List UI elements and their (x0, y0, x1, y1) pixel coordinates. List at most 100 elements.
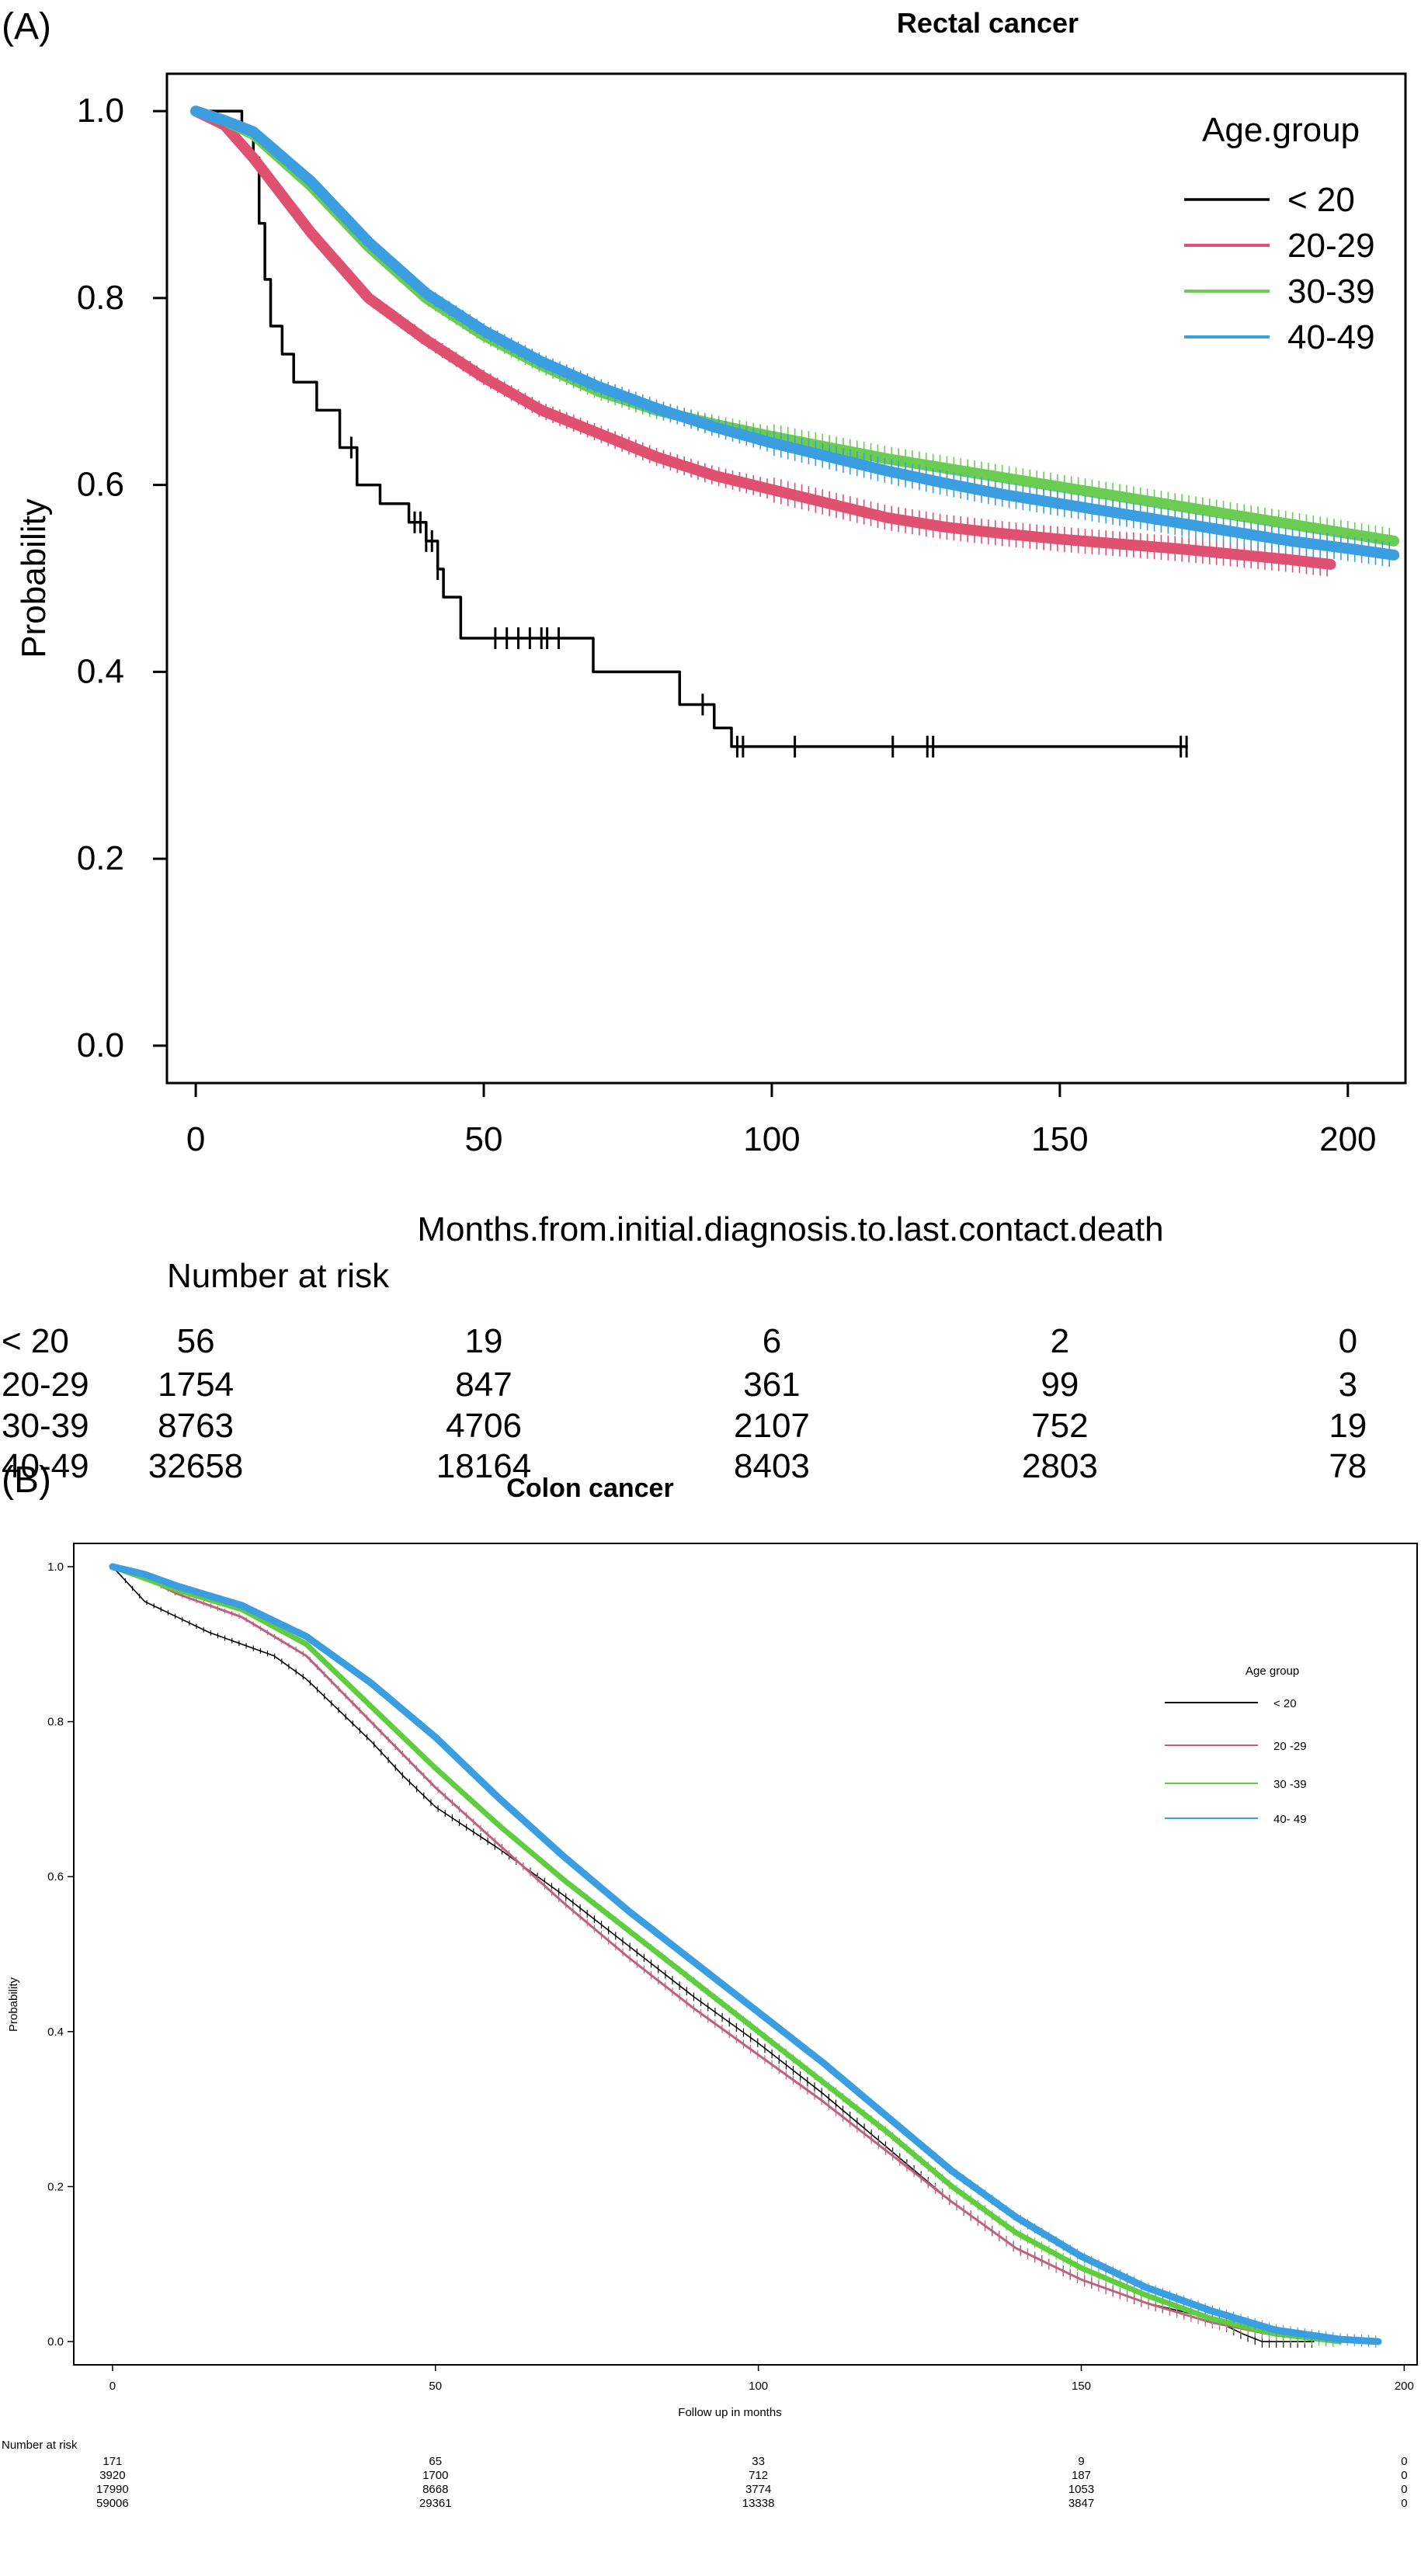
risk-count: 18164 (436, 1447, 531, 1485)
risk-count: 171 (102, 2455, 122, 2468)
risk-count: 0 (1401, 2483, 1407, 2496)
risk-count: 847 (455, 1366, 512, 1404)
risk-count: 0 (1401, 2455, 1407, 2468)
panel-a-curves (190, 106, 1400, 758)
legend-b-label-40-49: 40- 49 (1273, 1813, 1307, 1826)
risk-count: 1700 (422, 2469, 448, 2482)
risk-count: 1754 (158, 1366, 234, 1404)
risk-count: 59006 (96, 2497, 129, 2510)
risk-group-label: < 20 (2, 1322, 69, 1360)
risk-count: 8763 (158, 1407, 234, 1445)
risk-count: 361 (743, 1366, 800, 1404)
y-tick-label: 0.4 (77, 652, 124, 690)
risk-count: 8403 (734, 1447, 810, 1485)
censor-band-40-49 (124, 1567, 1377, 2348)
risk-count: 99 (1041, 1366, 1079, 1404)
risk-count: 2107 (734, 1407, 810, 1445)
risk-count: 6 (763, 1322, 781, 1360)
risk-count: 65 (429, 2455, 442, 2468)
risk-count: 2 (1051, 1322, 1069, 1360)
risk-count: 4706 (446, 1407, 522, 1445)
risk-count: 187 (1072, 2469, 1091, 2482)
panel-a-risk-title: Number at risk (167, 1257, 390, 1295)
x-tick-label: 200 (1395, 2380, 1414, 2393)
panel-b-risk-title: Number at risk (2, 2439, 78, 2452)
risk-count: 712 (749, 2469, 768, 2482)
risk-count: 17990 (96, 2483, 129, 2496)
legend-b-label-30-39: 30 -39 (1273, 1778, 1307, 1791)
risk-count: 33 (752, 2455, 765, 2468)
x-tick-label: 150 (1031, 1120, 1088, 1158)
x-tick-label: 100 (749, 2380, 768, 2393)
panel-b-legend: Age group < 20 20 -29 30 -39 40- 49 (1165, 1665, 1307, 1826)
risk-count: 32658 (148, 1447, 243, 1485)
km-curve-40-49 (109, 1563, 1382, 2345)
risk-count: 29361 (419, 2497, 452, 2510)
x-tick-label: 150 (1072, 2380, 1091, 2393)
y-tick-label: 0.2 (47, 2180, 64, 2193)
y-tick-label: 0.8 (47, 1716, 64, 1729)
y-tick-label: 0.2 (77, 839, 124, 877)
risk-count: 3920 (99, 2469, 125, 2482)
legend-label-40-49: 40-49 (1287, 318, 1375, 356)
panel-a-plot-frame (165, 72, 1407, 1085)
legend-label-lt20: < 20 (1287, 181, 1355, 219)
panel-a-legend-title: Age.group (1202, 111, 1360, 149)
risk-count: 3 (1339, 1366, 1357, 1404)
panel-b: (B) Colon cancer 0 50 100 150 200 0.0 0.2 0.4 0.… (2, 1460, 1418, 2510)
panel-b-title: Colon cancer (506, 1474, 673, 1503)
y-tick-label: 0.4 (47, 2026, 64, 2039)
x-tick-label: 0 (109, 2380, 116, 2393)
series-40-49 (190, 106, 1400, 568)
risk-count: 9 (1078, 2455, 1084, 2468)
panel-a-x-axis-label: Months.from.initial.diagnosis.to.last.co… (417, 1210, 1163, 1248)
y-tick-label: 0.6 (47, 1870, 64, 1883)
risk-count: 1053 (1068, 2483, 1094, 2496)
y-tick-label: 1.0 (77, 92, 124, 130)
panel-a-axis-ticks: 0 50 100 150 200 0.0 0.2 0.4 0.6 0.8 1.0 (77, 92, 1377, 1158)
panel-a: (A) Rectal cancer 0 50 100 150 2000.00.20.40… (2, 6, 1407, 1485)
risk-count: 0 (1339, 1322, 1357, 1360)
risk-count: 0 (1401, 2497, 1407, 2510)
risk-count: 78 (1329, 1447, 1367, 1485)
series-lt-20 (194, 109, 1188, 758)
legend-label-20-29: 20-29 (1287, 227, 1375, 265)
panel-a-y-axis-label: Probability (15, 498, 53, 658)
series-40-49 (109, 1563, 1382, 2348)
censor-band-40-49 (207, 109, 1391, 568)
legend-b-label-20-29: 20 -29 (1273, 1740, 1307, 1753)
panel-a-title: Rectal cancer (897, 7, 1079, 39)
panel-b-risk-table: Number at risk 171 65 33 9 0 3920 1700 712 187 0 1… (2, 2439, 1408, 2510)
risk-count: 0 (1401, 2469, 1407, 2482)
x-tick-label: 0 (186, 1120, 205, 1158)
y-tick-label: 0.6 (77, 466, 124, 504)
legend-label-30-39: 30-39 (1287, 273, 1375, 311)
panel-a-risk-table: Number at risk < 20 56 19 6 2 0 20-29 1754 847 36… (2, 1257, 1367, 1485)
risk-count: 19 (1329, 1407, 1367, 1445)
risk-count: 8668 (422, 2483, 448, 2496)
risk-count: 2803 (1022, 1447, 1098, 1485)
panel-b-letter: (B) (2, 1460, 51, 1501)
panel-b-curves (109, 1563, 1382, 2349)
km-curve-20-29 (190, 106, 1336, 570)
risk-count: 19 (465, 1322, 503, 1360)
km-curve-lt-20 (194, 109, 1188, 748)
y-tick-label: 0.8 (77, 279, 124, 317)
panel-b-axis-ticks: 0 50 100 150 200 0.0 0.2 0.4 0.6 0.8 1.0 (47, 1561, 1414, 2393)
risk-count: 56 (177, 1322, 215, 1360)
panel-b-plot-frame (73, 1543, 1418, 2366)
risk-count: 3774 (745, 2483, 771, 2496)
risk-group-label: 30-39 (2, 1407, 89, 1445)
risk-count: 13338 (742, 2497, 775, 2510)
x-tick-label: 50 (429, 2380, 442, 2393)
panel-b-legend-title: Age group (1246, 1665, 1299, 1678)
panel-a-letter: (A) (2, 6, 51, 47)
y-tick-label: 0.0 (47, 2335, 64, 2349)
x-tick-label: 200 (1319, 1120, 1376, 1158)
km-curve-40-49 (190, 106, 1400, 561)
x-tick-label: 50 (465, 1120, 503, 1158)
panel-b-x-axis-label: Follow up in months (678, 2406, 781, 2419)
panel-b-y-axis-label: Probability (7, 1977, 20, 2032)
risk-count: 3847 (1068, 2497, 1094, 2510)
